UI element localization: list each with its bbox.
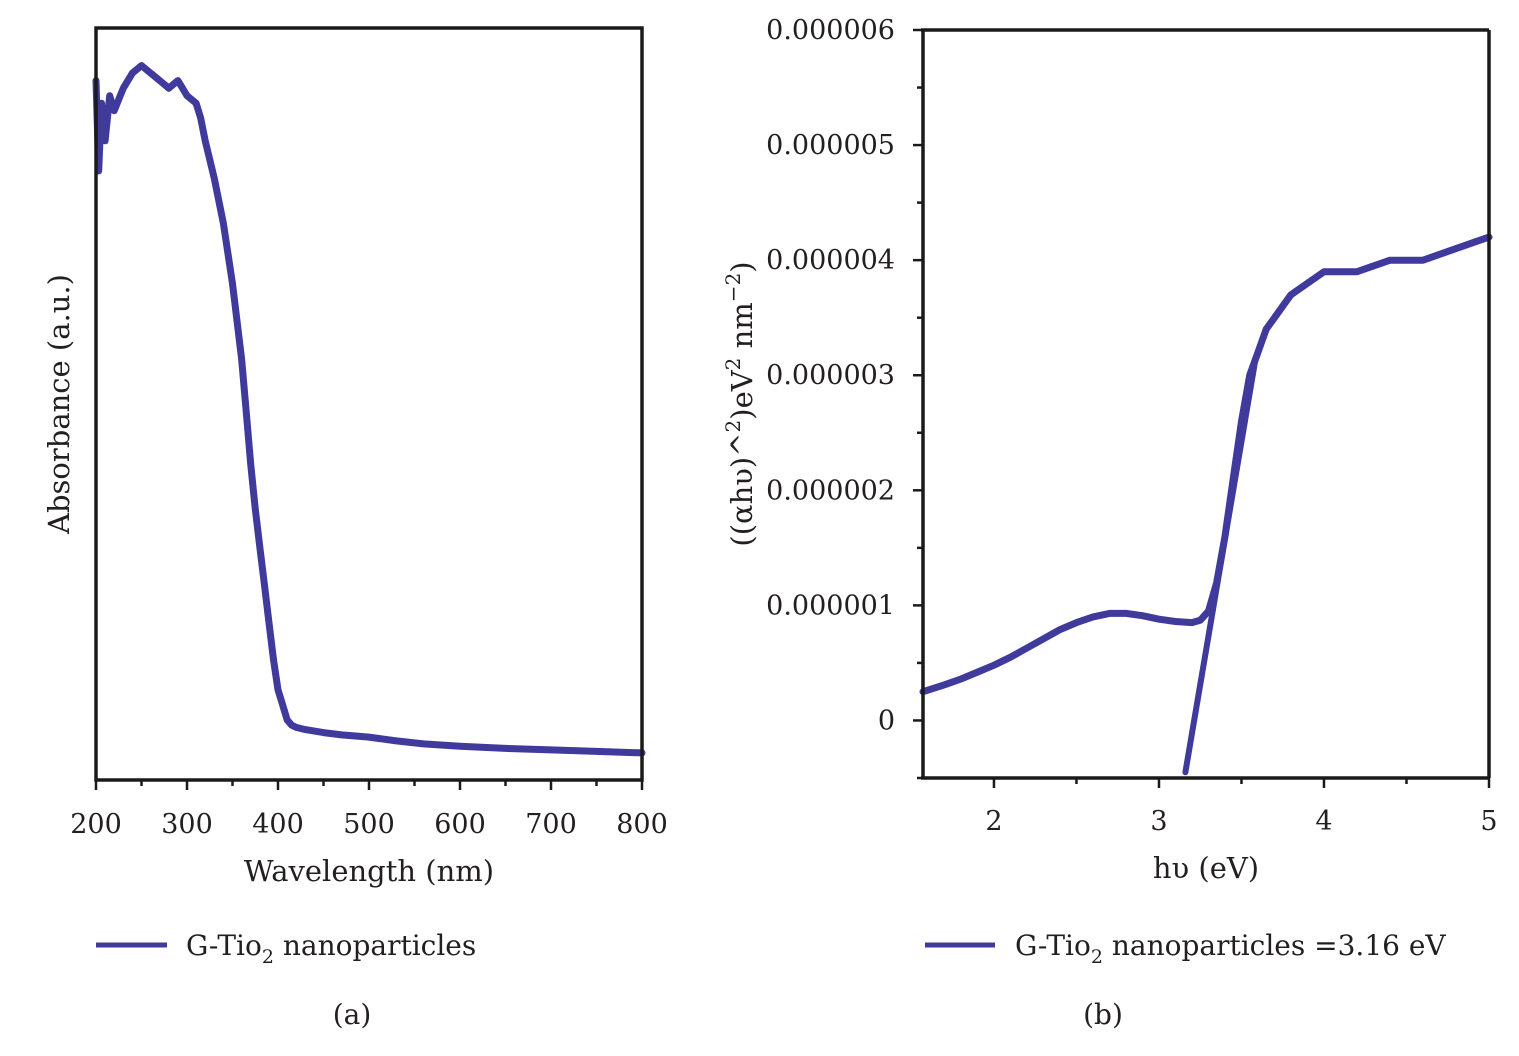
panel-b-x-axis-title: hυ (eV) bbox=[1153, 851, 1259, 885]
panel-a-plot-area bbox=[92, 62, 646, 757]
panel-b-legend-label: G-Tio2 nanoparticles =3.16 eV bbox=[1015, 929, 1446, 968]
panel-b: 2 3 4 5 0 0.000001 0.000002 0.000003 0.000004 0.… bbox=[721, 15, 1498, 1031]
panel-b-x-tick-label: 2 bbox=[985, 806, 1002, 837]
panel-b-x-axis: 2 3 4 5 bbox=[985, 778, 1498, 837]
panel-a-x-tick-label: 600 bbox=[434, 809, 486, 840]
panel-a-x-tick-label: 500 bbox=[343, 809, 395, 840]
panel-b-legend: G-Tio2 nanoparticles =3.16 eV bbox=[925, 929, 1446, 968]
panel-a: 200 300 400 500 600 700 800 Wavelength (nm) Ab… bbox=[42, 26, 668, 1031]
panel-b-y-tick-label: 0.000001 bbox=[766, 590, 895, 621]
panel-a-legend-name: G-Tio bbox=[186, 929, 262, 962]
panel-a-x-axis: 200 300 400 500 600 700 800 bbox=[70, 780, 668, 840]
panel-b-y-tick-label: 0.000003 bbox=[766, 360, 895, 391]
panel-a-frame bbox=[94, 26, 644, 782]
panel-a-legend-subscript: 2 bbox=[262, 946, 274, 968]
panel-b-legend-subscript: 2 bbox=[1091, 946, 1103, 968]
panel-b-series-line bbox=[919, 233, 1493, 696]
panel-b-legend-name: G-Tio bbox=[1015, 929, 1091, 962]
panel-b-y-tick-label: 0 bbox=[878, 705, 895, 736]
panel-a-y-axis-title: Absorbance (a.u.) bbox=[42, 274, 76, 535]
panel-b-x-tick-label: 5 bbox=[1480, 806, 1497, 837]
panel-a-x-axis-title: Wavelength (nm) bbox=[244, 854, 494, 888]
panel-b-label: (b) bbox=[1083, 998, 1123, 1031]
panel-b-y-axis-title: ((αhυ)^2)eV2 nm−2) bbox=[721, 261, 759, 546]
panel-b-legend-suffix: nanoparticles =3.16 eV bbox=[1103, 929, 1446, 962]
panel-a-x-tick-label: 800 bbox=[616, 809, 668, 840]
panel-a-x-tick-label: 700 bbox=[525, 809, 577, 840]
panel-b-y-tick-label: 0.000005 bbox=[766, 130, 895, 161]
panel-b-x-tick-label: 4 bbox=[1315, 806, 1332, 837]
panel-a-label: (a) bbox=[333, 998, 372, 1031]
panel-a-series-line bbox=[92, 62, 646, 757]
panel-a-x-tick-label: 200 bbox=[70, 809, 122, 840]
panel-b-tangent-line bbox=[1182, 360, 1258, 776]
panel-a-legend: G-Tio2 nanoparticles bbox=[96, 929, 476, 968]
panel-b-y-tick-label: 0.000004 bbox=[766, 245, 895, 276]
panel-a-legend-suffix: nanoparticles bbox=[274, 929, 476, 962]
panel-a-x-tick-label: 300 bbox=[161, 809, 213, 840]
panel-b-plot-area bbox=[919, 233, 1493, 776]
panel-b-x-tick-label: 3 bbox=[1150, 806, 1167, 837]
panel-b-y-axis: 0 0.000001 0.000002 0.000003 0.000004 0.00000… bbox=[766, 15, 923, 780]
panel-b-y-tick-label: 0.000002 bbox=[766, 475, 895, 506]
panel-a-legend-label: G-Tio2 nanoparticles bbox=[186, 929, 476, 968]
panel-a-x-tick-label: 400 bbox=[252, 809, 304, 840]
panel-b-y-tick-label: 0.000006 bbox=[766, 15, 895, 46]
